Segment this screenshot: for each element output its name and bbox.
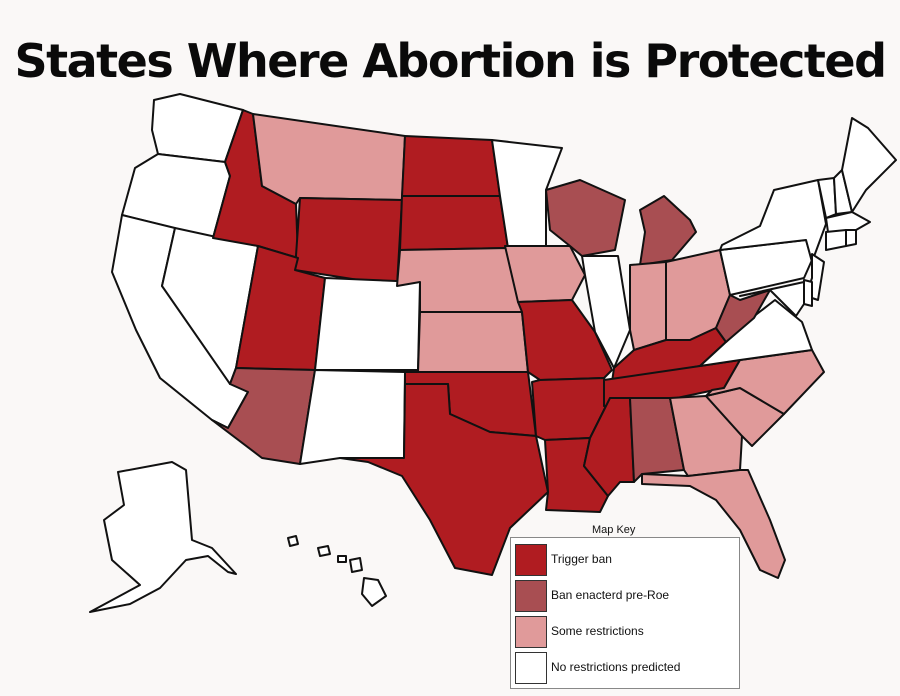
page-title: States Where Abortion is Protected [14, 34, 888, 88]
state-new-mexico[interactable] [299, 369, 406, 465]
swatch-some-restrictions [515, 616, 547, 648]
state-wyoming[interactable] [294, 197, 403, 287]
state-michigan[interactable] [639, 195, 697, 266]
key-label-ban-pre-roe: Ban enacterd pre-Roe [551, 588, 670, 602]
state-connecticut[interactable] [825, 229, 847, 251]
key-label-some-restrictions: Some restrictions [551, 624, 644, 638]
swatch-trigger-ban [515, 544, 547, 576]
hawaii-islands[interactable] [287, 535, 387, 607]
state-north-dakota[interactable] [401, 135, 501, 197]
state-colorado[interactable] [314, 277, 421, 371]
state-rhode-island[interactable] [845, 229, 857, 247]
state-south-dakota[interactable] [399, 195, 509, 251]
state-delaware[interactable] [803, 279, 813, 307]
state-maine[interactable] [841, 117, 897, 213]
state-florida[interactable] [641, 469, 786, 579]
state-texas[interactable] [339, 383, 549, 576]
state-mississippi[interactable] [583, 397, 635, 497]
state-wisconsin[interactable] [545, 179, 626, 257]
state-alabama[interactable] [629, 397, 685, 483]
state-iowa[interactable] [504, 245, 586, 303]
key-label-trigger-ban: Trigger ban [551, 552, 612, 566]
swatch-no-restrictions [515, 652, 547, 684]
map-key-title: Map Key [592, 524, 636, 536]
state-alaska[interactable] [89, 461, 237, 613]
state-massachusetts[interactable] [825, 211, 871, 233]
state-maryland[interactable] [739, 281, 805, 317]
key-label-no-restrictions: No restrictions predicted [551, 660, 681, 674]
map-key: Trigger ban Ban enacterd pre-Roe Some re… [510, 537, 740, 689]
swatch-ban-pre-roe [515, 580, 547, 612]
state-indiana[interactable] [629, 261, 667, 351]
state-montana[interactable] [252, 113, 406, 205]
state-kansas[interactable] [417, 311, 529, 373]
